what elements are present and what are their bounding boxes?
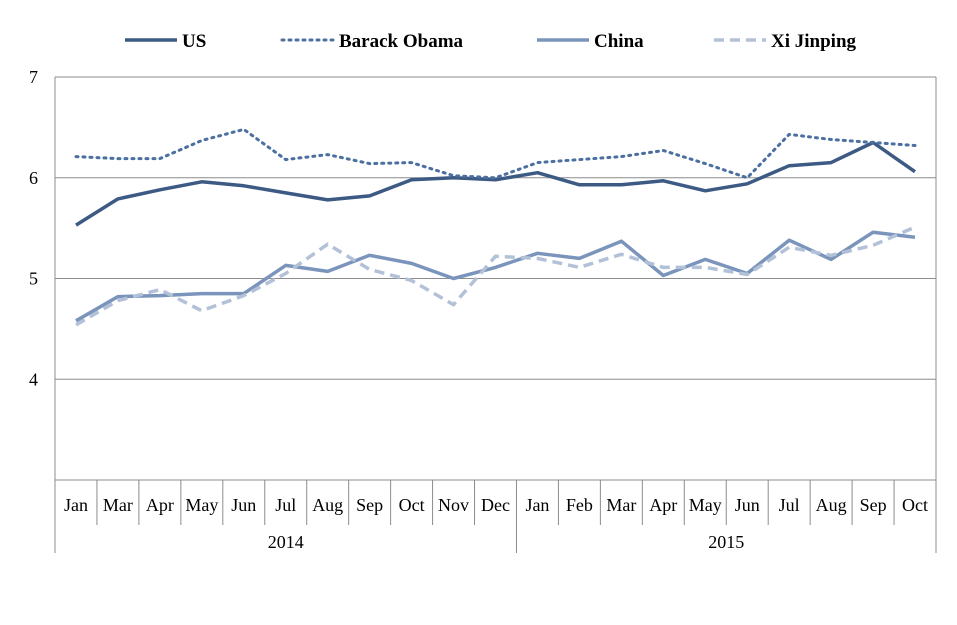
legend: US Barack Obama China Xi Jinping — [125, 31, 857, 52]
x-tick-label: Sep — [860, 495, 887, 515]
y-tick-label: 5 — [29, 269, 38, 289]
x-tick-label: Aug — [312, 495, 343, 515]
x-tick-label: May — [689, 495, 722, 515]
x-tick-label: Dec — [481, 495, 510, 515]
x-tick-label: Jun — [231, 495, 256, 515]
x-axis: Jan Mar Apr May Jun Jul Aug Sep Oct Nov Dec Jan Feb M… — [54, 480, 937, 553]
x-tick-label: Jul — [779, 495, 800, 515]
x-tick-label: Oct — [902, 495, 928, 515]
legend-label: Xi Jinping — [771, 31, 857, 52]
series-line-barack-obama — [74, 127, 917, 180]
y-tick-label: 7 — [29, 67, 38, 87]
x-tick-label: Apr — [146, 495, 174, 515]
legend-label: Barack Obama — [339, 31, 464, 52]
series-lines — [74, 127, 917, 327]
x-tick-label: Feb — [566, 495, 593, 515]
x-tick-label: Mar — [103, 495, 133, 515]
year-label: 2015 — [708, 532, 744, 552]
legend-label: China — [594, 31, 644, 52]
x-tick-label: May — [185, 495, 218, 515]
x-tick-label: Jan — [64, 495, 88, 515]
series-line-china — [75, 230, 916, 323]
series-line-xi-jinping — [75, 225, 916, 327]
x-tick-label: Sep — [356, 495, 383, 515]
legend-label: US — [182, 31, 206, 52]
x-tick-label: Jun — [735, 495, 760, 515]
x-tick-label: Aug — [816, 495, 847, 515]
series-line-us — [75, 140, 917, 227]
y-axis: 4 5 6 7 — [29, 67, 38, 389]
x-tick-label: Oct — [399, 495, 425, 515]
x-tick-label: Apr — [649, 495, 677, 515]
y-tick-label: 6 — [29, 168, 38, 188]
x-tick-label: Jul — [275, 495, 296, 515]
x-tick-label: Jan — [525, 495, 549, 515]
x-tick-label: Nov — [438, 495, 469, 515]
gridlines — [54, 76, 937, 481]
year-label: 2014 — [268, 532, 304, 552]
y-tick-label: 4 — [29, 369, 38, 389]
x-tick-label: Mar — [606, 495, 636, 515]
